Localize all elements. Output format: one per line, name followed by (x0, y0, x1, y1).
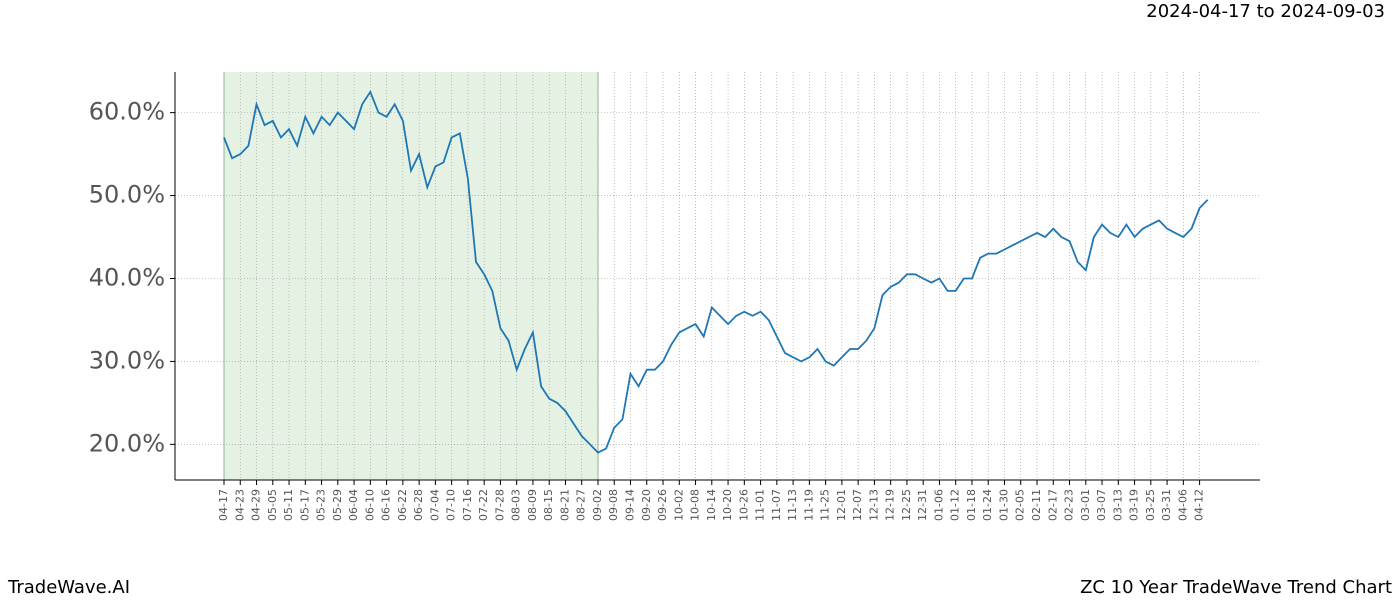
date-range: 2024-04-17 to 2024-09-03 (1146, 1, 1385, 22)
y-tick-label: 20.0% (89, 429, 165, 457)
x-tick-label: 07-04 (428, 489, 441, 521)
x-tick-label: 02-11 (1030, 489, 1043, 521)
y-tick-label: 40.0% (89, 263, 165, 291)
y-tick-label: 60.0% (89, 98, 165, 126)
x-tick-label: 07-10 (445, 489, 458, 521)
x-tick-label: 04-12 (1193, 489, 1206, 521)
x-tick-label: 01-06 (932, 489, 945, 521)
highlight-region (224, 72, 598, 480)
x-tick-label: 09-14 (624, 489, 637, 521)
x-tick-label: 12-31 (916, 489, 929, 521)
x-tick-label: 12-19 (884, 489, 897, 521)
x-tick-label: 10-20 (721, 489, 734, 521)
x-tick-label: 01-30 (997, 489, 1010, 521)
y-tick-label: 50.0% (89, 181, 165, 209)
x-tick-label: 06-28 (412, 489, 425, 521)
x-tick-label: 04-17 (217, 489, 230, 521)
x-tick-label: 12-07 (851, 489, 864, 521)
x-tick-label: 01-24 (981, 489, 994, 521)
x-tick-label: 08-09 (526, 489, 539, 521)
x-tick-label: 03-31 (1160, 489, 1173, 521)
chart-title: ZC 10 Year TradeWave Trend Chart (1080, 577, 1392, 598)
x-tick-label: 02-23 (1063, 489, 1076, 521)
x-tick-label: 05-23 (315, 489, 328, 521)
x-tick-label: 10-26 (737, 489, 750, 521)
x-tick-label: 12-13 (867, 489, 880, 521)
x-tick-label: 03-13 (1111, 489, 1124, 521)
x-tick-label: 05-17 (298, 489, 311, 521)
x-tick-label: 10-02 (672, 489, 685, 521)
x-tick-label: 03-25 (1144, 489, 1157, 521)
x-tick-label: 02-17 (1046, 489, 1059, 521)
x-tick-label: 07-16 (461, 489, 474, 521)
x-tick-label: 11-01 (754, 489, 767, 521)
x-tick-label: 04-23 (233, 489, 246, 521)
x-tick-label: 05-29 (331, 489, 344, 521)
x-tick-label: 12-25 (900, 489, 913, 521)
x-tick-label: 11-19 (802, 489, 815, 521)
x-tick-label: 09-08 (607, 489, 620, 521)
x-tick-label: 09-20 (640, 489, 653, 521)
x-tick-label: 06-16 (380, 489, 393, 521)
x-tick-label: 04-29 (250, 489, 263, 521)
x-tick-label: 08-03 (510, 489, 523, 521)
x-tick-label: 11-13 (786, 489, 799, 521)
x-tick-label: 03-07 (1095, 489, 1108, 521)
x-tick-label: 05-11 (282, 489, 295, 521)
x-tick-label: 08-21 (558, 489, 571, 521)
x-tick-label: 11-25 (819, 489, 832, 521)
x-tick-label: 11-07 (770, 489, 783, 521)
x-tick-label: 07-22 (477, 489, 490, 521)
x-tick-label: 03-01 (1079, 489, 1092, 521)
x-tick-label: 06-22 (396, 489, 409, 521)
x-tick-label: 08-27 (575, 489, 588, 521)
x-tick-label: 08-15 (542, 489, 555, 521)
x-tick-label: 05-05 (266, 489, 279, 521)
x-tick-label: 07-28 (493, 489, 506, 521)
x-tick-label: 01-12 (949, 489, 962, 521)
x-tick-label: 09-26 (656, 489, 669, 521)
plot: 04-17 04-23 04-29 05-05 05-11 05-17 05-23 05-29… (89, 72, 1260, 521)
x-tick-label: 01-18 (965, 489, 978, 521)
x-tick-label: 04-06 (1176, 489, 1189, 521)
y-tick-label: 30.0% (89, 346, 165, 374)
trend-line (223, 89, 1209, 454)
x-tick-label: 10-08 (689, 489, 702, 521)
x-tick-label: 06-10 (363, 489, 376, 521)
x-tick-label: 02-05 (1014, 489, 1027, 521)
x-tick-label: 06-04 (347, 489, 360, 521)
x-tick-label: 10-14 (705, 489, 718, 521)
x-tick-label: 09-02 (591, 489, 604, 521)
x-tick-label: 12-01 (835, 489, 848, 521)
brand: TradeWave.AI (7, 577, 130, 598)
x-tick-label: 03-19 (1128, 489, 1141, 521)
